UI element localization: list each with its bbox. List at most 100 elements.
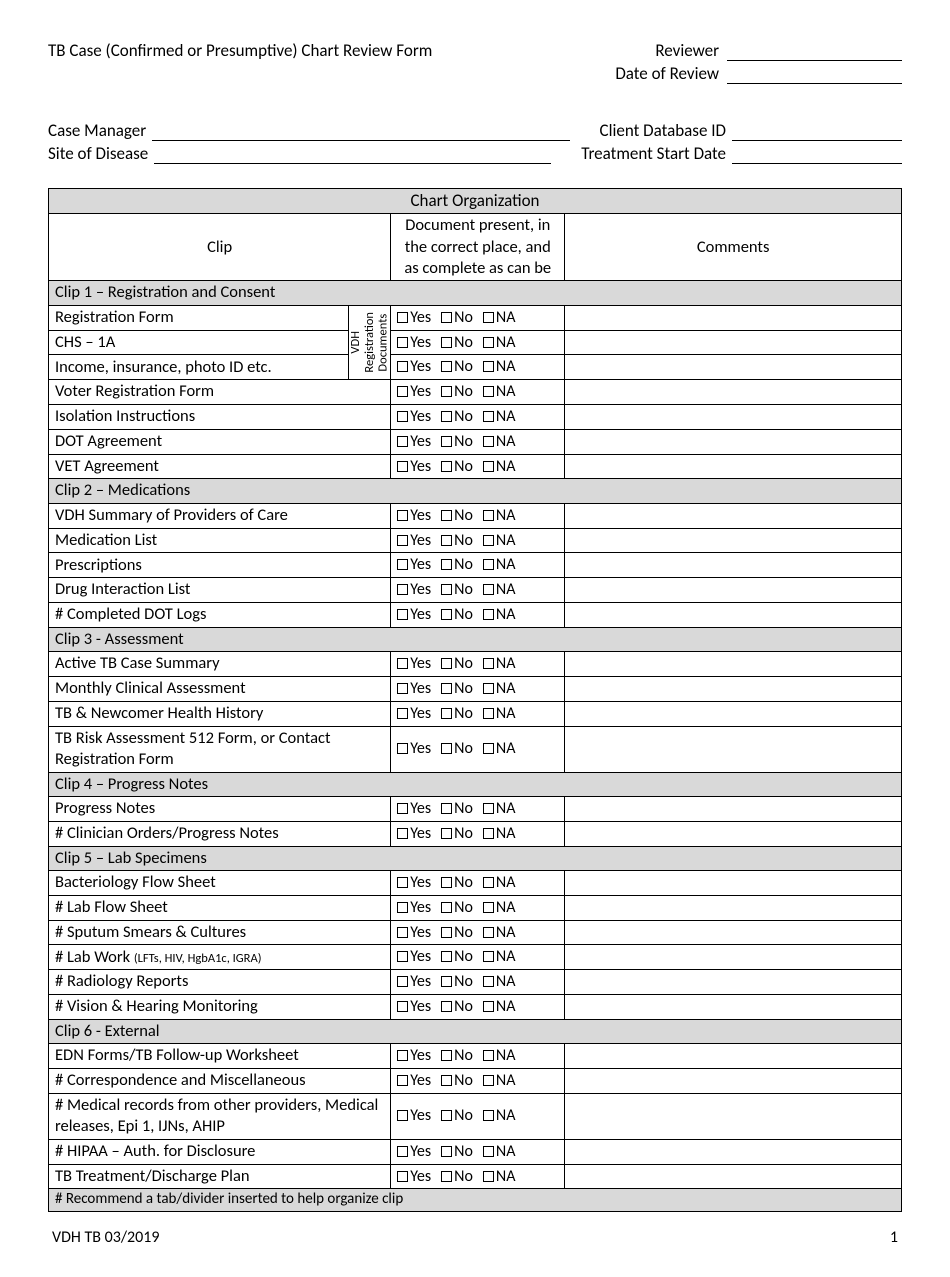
comments-cell[interactable]: [565, 1093, 902, 1139]
checkbox-yes[interactable]: Yes: [397, 873, 431, 894]
checkbox-yes[interactable]: Yes: [397, 997, 431, 1018]
checkbox-yes[interactable]: Yes: [397, 1046, 431, 1067]
comments-cell[interactable]: [565, 821, 902, 846]
checkbox-no[interactable]: No: [441, 357, 473, 378]
comments-cell[interactable]: [565, 553, 902, 578]
checkbox-no[interactable]: No: [441, 308, 473, 329]
checkbox-no[interactable]: No: [441, 555, 473, 576]
checkbox-yes[interactable]: Yes: [397, 308, 431, 329]
checkbox-no[interactable]: No: [441, 1046, 473, 1067]
comments-cell[interactable]: [565, 1044, 902, 1069]
checkbox-yes[interactable]: Yes: [397, 580, 431, 601]
comments-cell[interactable]: [565, 701, 902, 726]
comments-cell[interactable]: [565, 503, 902, 528]
checkbox-yes[interactable]: Yes: [397, 357, 431, 378]
checkbox-na[interactable]: NA: [483, 555, 516, 576]
checkbox-yes[interactable]: Yes: [397, 506, 431, 527]
comments-cell[interactable]: [565, 578, 902, 603]
checkbox-yes[interactable]: Yes: [397, 947, 431, 968]
checkbox-na[interactable]: NA: [483, 898, 516, 919]
checkbox-na[interactable]: NA: [483, 382, 516, 403]
checkbox-no[interactable]: No: [441, 997, 473, 1018]
checkbox-yes[interactable]: Yes: [397, 333, 431, 354]
checkbox-yes[interactable]: Yes: [397, 457, 431, 478]
comments-cell[interactable]: [565, 528, 902, 553]
checkbox-yes[interactable]: Yes: [397, 972, 431, 993]
checkbox-no[interactable]: No: [441, 654, 473, 675]
comments-cell[interactable]: [565, 380, 902, 405]
comments-cell[interactable]: [565, 330, 902, 355]
checkbox-yes[interactable]: Yes: [397, 1142, 431, 1163]
checkbox-no[interactable]: No: [441, 407, 473, 428]
checkbox-yes[interactable]: Yes: [397, 432, 431, 453]
comments-cell[interactable]: [565, 920, 902, 945]
checkbox-no[interactable]: No: [441, 704, 473, 725]
comments-cell[interactable]: [565, 970, 902, 995]
site-input-line[interactable]: [154, 144, 551, 164]
checkbox-yes[interactable]: Yes: [397, 824, 431, 845]
comments-cell[interactable]: [565, 796, 902, 821]
checkbox-yes[interactable]: Yes: [397, 799, 431, 820]
treatment-start-input-line[interactable]: [732, 144, 902, 164]
checkbox-na[interactable]: NA: [483, 654, 516, 675]
checkbox-no[interactable]: No: [441, 824, 473, 845]
comments-cell[interactable]: [565, 355, 902, 380]
checkbox-yes[interactable]: Yes: [397, 679, 431, 700]
comments-cell[interactable]: [565, 1164, 902, 1189]
checkbox-na[interactable]: NA: [483, 1142, 516, 1163]
checkbox-yes[interactable]: Yes: [397, 739, 431, 760]
checkbox-na[interactable]: NA: [483, 679, 516, 700]
checkbox-na[interactable]: NA: [483, 333, 516, 354]
checkbox-no[interactable]: No: [441, 739, 473, 760]
checkbox-na[interactable]: NA: [483, 1071, 516, 1092]
checkbox-yes[interactable]: Yes: [397, 382, 431, 403]
comments-cell[interactable]: [565, 652, 902, 677]
comments-cell[interactable]: [565, 405, 902, 430]
checkbox-no[interactable]: No: [441, 333, 473, 354]
reviewer-input-line[interactable]: [727, 41, 902, 61]
checkbox-no[interactable]: No: [441, 1071, 473, 1092]
checkbox-na[interactable]: NA: [483, 457, 516, 478]
checkbox-na[interactable]: NA: [483, 947, 516, 968]
comments-cell[interactable]: [565, 603, 902, 628]
checkbox-na[interactable]: NA: [483, 432, 516, 453]
checkbox-no[interactable]: No: [441, 1167, 473, 1188]
checkbox-yes[interactable]: Yes: [397, 407, 431, 428]
checkbox-yes[interactable]: Yes: [397, 531, 431, 552]
checkbox-no[interactable]: No: [441, 679, 473, 700]
comments-cell[interactable]: [565, 995, 902, 1020]
comments-cell[interactable]: [565, 677, 902, 702]
checkbox-na[interactable]: NA: [483, 997, 516, 1018]
checkbox-na[interactable]: NA: [483, 357, 516, 378]
date-of-review-input-line[interactable]: [727, 64, 902, 84]
checkbox-na[interactable]: NA: [483, 506, 516, 527]
checkbox-no[interactable]: No: [441, 432, 473, 453]
checkbox-yes[interactable]: Yes: [397, 704, 431, 725]
checkbox-no[interactable]: No: [441, 1106, 473, 1127]
comments-cell[interactable]: [565, 454, 902, 479]
comments-cell[interactable]: [565, 429, 902, 454]
comments-cell[interactable]: [565, 871, 902, 896]
checkbox-no[interactable]: No: [441, 799, 473, 820]
checkbox-na[interactable]: NA: [483, 308, 516, 329]
checkbox-na[interactable]: NA: [483, 704, 516, 725]
checkbox-no[interactable]: No: [441, 873, 473, 894]
comments-cell[interactable]: [565, 1139, 902, 1164]
checkbox-na[interactable]: NA: [483, 531, 516, 552]
checkbox-no[interactable]: No: [441, 382, 473, 403]
checkbox-no[interactable]: No: [441, 605, 473, 626]
checkbox-yes[interactable]: Yes: [397, 605, 431, 626]
client-db-input-line[interactable]: [732, 121, 902, 141]
checkbox-na[interactable]: NA: [483, 1167, 516, 1188]
checkbox-no[interactable]: No: [441, 972, 473, 993]
checkbox-na[interactable]: NA: [483, 972, 516, 993]
checkbox-no[interactable]: No: [441, 531, 473, 552]
checkbox-na[interactable]: NA: [483, 824, 516, 845]
checkbox-no[interactable]: No: [441, 923, 473, 944]
comments-cell[interactable]: [565, 305, 902, 330]
checkbox-na[interactable]: NA: [483, 799, 516, 820]
case-manager-input-line[interactable]: [152, 121, 569, 141]
checkbox-no[interactable]: No: [441, 898, 473, 919]
checkbox-na[interactable]: NA: [483, 923, 516, 944]
checkbox-na[interactable]: NA: [483, 580, 516, 601]
